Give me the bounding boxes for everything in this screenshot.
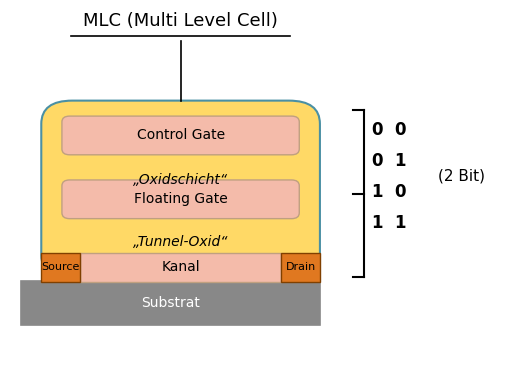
FancyBboxPatch shape <box>41 101 320 279</box>
Text: Floating Gate: Floating Gate <box>134 192 228 206</box>
Text: 1  1: 1 1 <box>373 214 407 231</box>
FancyBboxPatch shape <box>62 180 299 219</box>
Text: Substrat: Substrat <box>141 296 200 310</box>
Text: Kanal: Kanal <box>162 260 200 274</box>
Text: 0  0: 0 0 <box>373 121 407 139</box>
Text: Drain: Drain <box>285 262 316 272</box>
Bar <box>21 281 320 325</box>
Text: MLC (Multi Level Cell): MLC (Multi Level Cell) <box>83 12 278 30</box>
Bar <box>281 253 320 282</box>
Text: 1  0: 1 0 <box>373 183 407 200</box>
Text: „Oxidschicht“: „Oxidschicht“ <box>133 173 228 187</box>
Text: Source: Source <box>41 262 80 272</box>
Text: „Tunnel-Oxid“: „Tunnel-Oxid“ <box>133 235 229 249</box>
Bar <box>41 253 80 282</box>
Text: 0  1: 0 1 <box>373 152 407 170</box>
Text: (2 Bit): (2 Bit) <box>438 169 486 183</box>
Text: Control Gate: Control Gate <box>137 128 224 142</box>
Bar <box>80 253 281 282</box>
FancyBboxPatch shape <box>62 116 299 155</box>
